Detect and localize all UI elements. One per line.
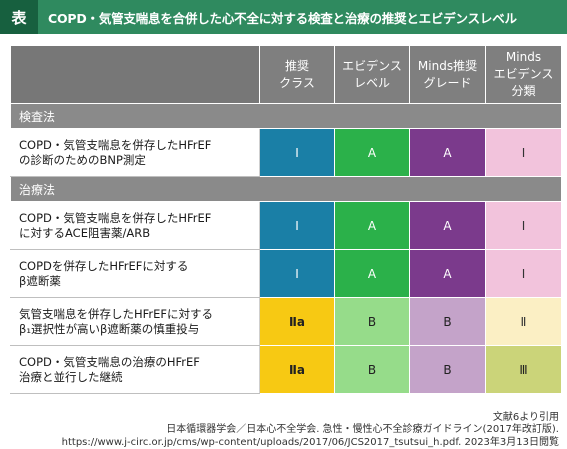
minds-evidence-cell: I <box>485 128 562 177</box>
table-row: COPD・気管支喘息の治療のHFrEF 治療と並行した継続 Ⅱa B B Ⅲ <box>10 345 562 394</box>
minds-evidence-cell: Ⅱ <box>485 297 562 346</box>
row-label: COPD・気管支喘息を併存したHFrEF に対するACE阻害薬/ARB <box>10 201 260 250</box>
recommendation-class-cell: I <box>259 128 335 177</box>
recommendation-table: 推奨 クラス エビデンス レベル Minds推奨 グレード Minds エビデン… <box>10 45 562 394</box>
table-row: COPDを併存したHFrEFに対する β遮断薬 I A A I <box>10 249 562 298</box>
table-tag: 表 <box>0 0 38 34</box>
evidence-level-cell: A <box>334 249 410 298</box>
header-minds-evidence: Minds エビデンス 分類 <box>485 45 562 104</box>
row-label: 気管支喘息を併存したHFrEFに対する β₁選択性が高いβ遮断薬の慎重投与 <box>10 297 260 346</box>
minds-grade-cell: B <box>409 345 486 394</box>
header-evidence-level: エビデンス レベル <box>334 45 410 104</box>
section-label: 検査法 <box>10 103 562 129</box>
minds-grade-cell: B <box>409 297 486 346</box>
minds-grade-cell: A <box>409 201 486 250</box>
recommendation-class-cell: Ⅱa <box>259 297 335 346</box>
minds-grade-cell: A <box>409 249 486 298</box>
section-row-treatment: 治療法 <box>10 176 562 202</box>
header-minds-grade: Minds推奨 グレード <box>409 45 486 104</box>
recommendation-class-cell: Ⅱa <box>259 345 335 394</box>
minds-evidence-cell: Ⅲ <box>485 345 562 394</box>
recommendation-class-cell: I <box>259 201 335 250</box>
header-row: 推奨 クラス エビデンス レベル Minds推奨 グレード Minds エビデン… <box>10 45 562 104</box>
row-label: COPD・気管支喘息を併存したHFrEF の診断のためのBNP測定 <box>10 128 260 177</box>
header-blank <box>10 45 260 104</box>
table-row: COPD・気管支喘息を併存したHFrEF の診断のためのBNP測定 I A A … <box>10 128 562 177</box>
page-title: COPD・気管支喘息を合併した心不全に対する検査と治療の推奨とエビデンスレベル <box>48 10 517 26</box>
evidence-level-cell: B <box>334 297 410 346</box>
evidence-level-cell: B <box>334 345 410 394</box>
row-label: COPD・気管支喘息の治療のHFrEF 治療と並行した継続 <box>10 345 260 394</box>
minds-grade-cell: A <box>409 128 486 177</box>
row-label: COPDを併存したHFrEFに対する β遮断薬 <box>10 249 260 298</box>
section-label: 治療法 <box>10 176 562 202</box>
table-row: COPD・気管支喘息を併存したHFrEF に対するACE阻害薬/ARB I A … <box>10 201 562 250</box>
minds-evidence-cell: I <box>485 249 562 298</box>
source-note: 文献6より引用 <box>492 412 559 423</box>
citation-url[interactable]: https://www.j-circ.or.jp/cms/wp-content/… <box>61 437 559 448</box>
minds-evidence-cell: I <box>485 201 562 250</box>
citation-text: 日本循環器学会／日本心不全学会. 急性・慢性心不全診療ガイドライン(2017年改… <box>166 424 559 435</box>
section-row-exam: 検査法 <box>10 103 562 129</box>
evidence-level-cell: A <box>334 128 410 177</box>
title-bar: 表 COPD・気管支喘息を合併した心不全に対する検査と治療の推奨とエビデンスレベ… <box>0 0 567 34</box>
header-recommendation-class: 推奨 クラス <box>259 45 335 104</box>
evidence-level-cell: A <box>334 201 410 250</box>
table-row: 気管支喘息を併存したHFrEFに対する β₁選択性が高いβ遮断薬の慎重投与 Ⅱa… <box>10 297 562 346</box>
recommendation-class-cell: I <box>259 249 335 298</box>
